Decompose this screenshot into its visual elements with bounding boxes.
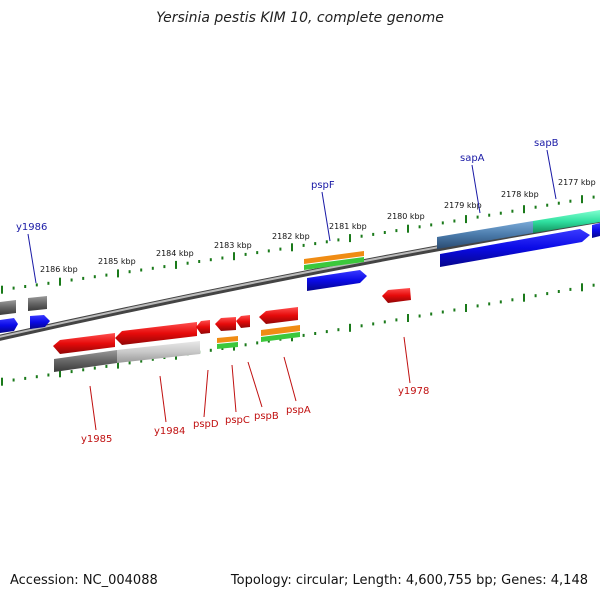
gene-arrow[interactable] [115,322,197,345]
gene-arrow[interactable] [53,333,115,354]
gene-block[interactable] [217,336,238,343]
reverse-genes [53,288,411,372]
gene-block[interactable] [261,332,300,342]
gene-label-y1986[interactable]: y1986 [16,222,47,233]
forward-genes [0,210,600,333]
gene-label-pspF[interactable]: pspF [311,180,335,191]
gene-label-pspD[interactable]: pspD [193,419,219,430]
gene-label-pspB[interactable]: pspB [254,411,279,422]
gene-arrow[interactable] [196,320,210,334]
gene-block[interactable] [217,342,238,349]
gene-arrow[interactable] [236,315,250,328]
gene-arrow[interactable] [307,270,367,291]
gene-arrow[interactable] [592,223,600,238]
gene-label-sapA[interactable]: sapA [460,153,485,164]
gene-block[interactable] [28,296,47,311]
gene-block[interactable] [437,221,533,249]
kbp-label: 2178 kbp [501,190,539,199]
reverse-gene-labels [89,336,411,431]
kbp-label: 2185 kbp [98,257,136,266]
gene-block[interactable] [304,257,364,270]
kbp-label: 2183 kbp [214,241,252,250]
kbp-label: 2179 kbp [444,201,482,210]
kbp-label: 2177 kbp [558,178,596,187]
kbp-label: 2180 kbp [387,212,425,221]
gene-label-y1978[interactable]: y1978 [398,386,429,397]
gene-block[interactable] [54,350,117,372]
gene-block[interactable] [304,251,364,264]
gene-block[interactable] [117,341,200,363]
gene-label-sapB[interactable]: sapB [534,138,559,149]
genome-title: Yersinia pestis KIM 10, complete genome [156,10,444,26]
gene-arrow[interactable] [259,307,298,324]
gene-arrow[interactable] [382,288,411,303]
gene-arrow[interactable] [30,315,50,329]
gene-arrow[interactable] [440,229,590,267]
gene-label-pspA[interactable]: pspA [286,405,311,416]
gene-arrow[interactable] [215,317,236,331]
kbp-label: 2181 kbp [329,222,367,231]
gene-arrow[interactable] [0,318,18,333]
gene-block[interactable] [533,210,600,233]
gene-label-pspC[interactable]: pspC [225,415,250,426]
forward-scale-ticks [1,195,595,294]
gene-block[interactable] [0,300,16,315]
forward-gene-labels [27,149,557,284]
kbp-label: 2184 kbp [156,249,194,258]
kbp-label: 2186 kbp [40,265,78,274]
gene-label-y1984[interactable]: y1984 [154,426,185,437]
gene-block[interactable] [261,325,300,336]
accession-text: Accession: NC_004088 [10,573,158,588]
genome-summary-text: Topology: circular; Length: 4,600,755 bp… [230,573,588,588]
gene-label-y1985[interactable]: y1985 [81,434,112,445]
kbp-label: 2182 kbp [272,232,310,241]
